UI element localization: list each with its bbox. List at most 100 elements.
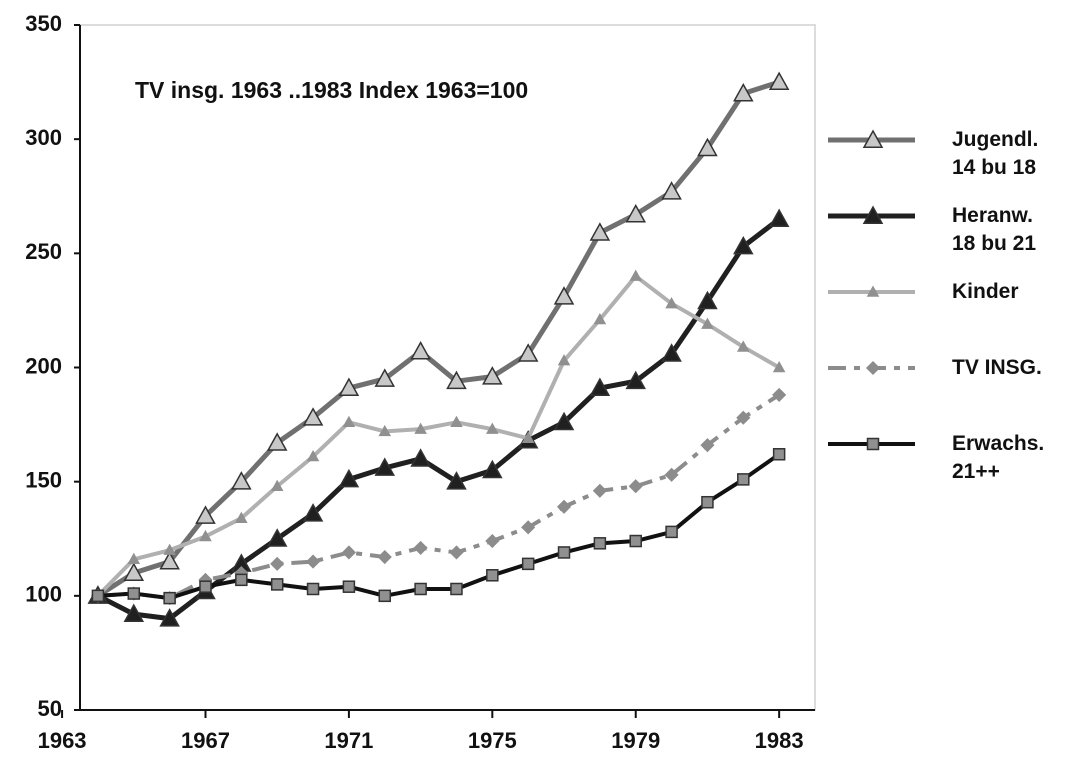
marker xyxy=(235,573,248,587)
marker xyxy=(701,317,714,329)
marker xyxy=(553,411,575,431)
y-tick-label: 150 xyxy=(25,467,62,492)
marker xyxy=(338,468,360,488)
marker xyxy=(592,483,607,498)
marker xyxy=(163,543,176,555)
marker xyxy=(700,438,715,453)
marker xyxy=(593,537,607,550)
legend-label: Heranw. 18 bu 21 xyxy=(952,204,1037,255)
marker xyxy=(377,549,392,565)
plot-frame xyxy=(79,24,816,711)
marker xyxy=(341,545,356,560)
marker xyxy=(768,208,790,228)
x-tick-label: 1963 xyxy=(38,728,87,753)
marker xyxy=(665,297,678,309)
marker xyxy=(123,603,145,623)
marker xyxy=(302,407,324,426)
marker xyxy=(306,450,320,462)
marker xyxy=(91,589,105,603)
marker xyxy=(270,479,284,491)
x-tick-label: 1975 xyxy=(468,728,517,753)
marker xyxy=(661,343,682,362)
marker xyxy=(521,520,536,535)
x-tick-label: 1979 xyxy=(611,728,660,753)
marker xyxy=(342,415,356,428)
marker xyxy=(628,479,643,494)
marker xyxy=(517,343,539,362)
marker xyxy=(701,495,714,509)
marker xyxy=(629,269,643,281)
marker xyxy=(557,546,571,559)
marker xyxy=(593,313,607,325)
marker xyxy=(664,467,679,482)
x-tick-label: 1967 xyxy=(181,728,230,753)
marker xyxy=(589,377,611,396)
marker xyxy=(338,377,360,396)
series-line xyxy=(96,217,781,622)
marker xyxy=(697,137,718,157)
marker xyxy=(486,569,499,582)
marker xyxy=(772,360,786,373)
marker xyxy=(772,387,787,402)
marker xyxy=(413,540,428,555)
marker xyxy=(733,235,754,255)
series-line xyxy=(96,274,781,598)
marker xyxy=(342,580,356,593)
marker xyxy=(270,556,285,571)
marker xyxy=(865,360,881,376)
marker xyxy=(235,511,248,523)
marker xyxy=(521,557,535,571)
marker xyxy=(625,203,647,223)
marker xyxy=(772,448,786,461)
marker xyxy=(127,587,141,600)
series-line xyxy=(97,393,781,601)
x-tick-label: 1983 xyxy=(755,728,804,753)
marker xyxy=(557,354,571,366)
y-tick-label: 200 xyxy=(25,353,62,378)
legend-label: TV INSG. xyxy=(952,356,1042,379)
marker xyxy=(378,424,392,437)
chart-title: TV insg. 1963 ..1983 Index 1963=100 xyxy=(135,77,528,103)
marker xyxy=(589,222,611,241)
marker xyxy=(768,71,790,91)
y-tick-label: 250 xyxy=(25,239,62,264)
legend-label: Jugendl. 14 bu 18 xyxy=(952,128,1039,179)
marker xyxy=(450,582,463,596)
marker xyxy=(266,432,288,451)
legend-item xyxy=(828,437,915,451)
marker xyxy=(625,370,647,390)
marker xyxy=(733,82,754,102)
marker xyxy=(862,129,884,148)
marker xyxy=(123,562,145,581)
marker xyxy=(866,437,880,451)
marker xyxy=(378,589,392,603)
marker xyxy=(553,286,575,305)
marker xyxy=(414,422,427,434)
marker xyxy=(737,340,750,352)
marker xyxy=(482,459,503,479)
marker xyxy=(302,503,324,522)
marker xyxy=(446,471,467,490)
legend-item xyxy=(828,360,915,376)
marker xyxy=(486,422,499,434)
legend-item xyxy=(828,285,915,297)
y-tick-label: 350 xyxy=(25,11,62,36)
marker xyxy=(737,473,750,486)
marker xyxy=(305,554,321,569)
marker xyxy=(521,431,535,444)
marker xyxy=(449,545,464,560)
x-tick-label: 1971 xyxy=(324,728,373,753)
legend-item xyxy=(828,205,915,224)
marker xyxy=(374,368,396,387)
marker xyxy=(306,582,320,596)
marker xyxy=(231,471,252,490)
marker xyxy=(446,370,467,390)
marker xyxy=(556,499,572,514)
legend-item xyxy=(828,129,915,148)
marker xyxy=(665,525,678,539)
marker xyxy=(199,529,212,542)
marker xyxy=(270,578,284,591)
marker xyxy=(163,591,176,605)
y-tick-label: 50 xyxy=(38,696,62,721)
